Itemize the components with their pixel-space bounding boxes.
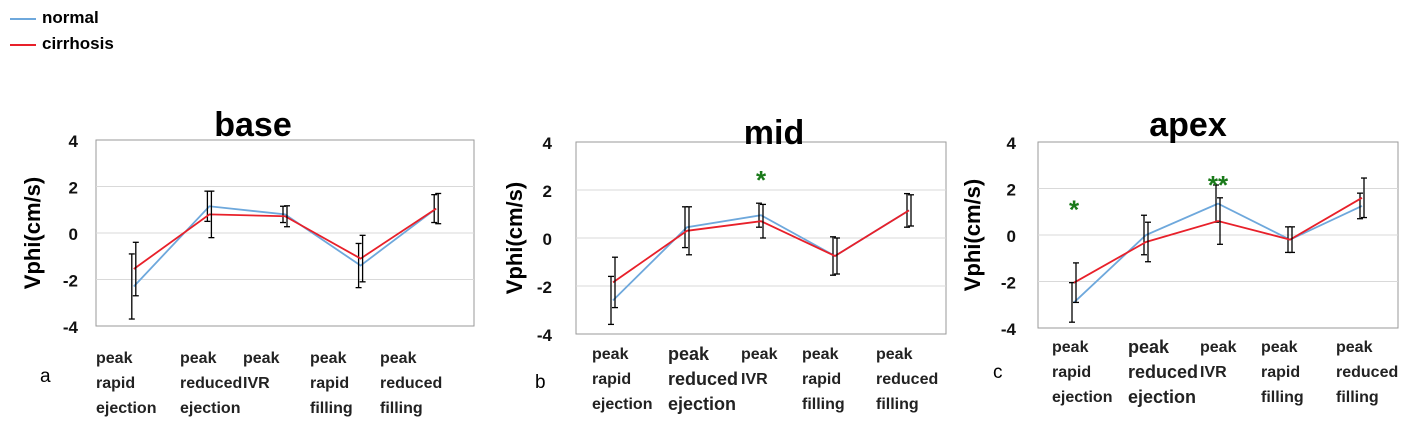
x-category-label-b-2: peak IVR (741, 342, 777, 392)
x-category-label-line: ejection (96, 400, 157, 417)
y-tick-label-a-2: 0 (69, 225, 78, 244)
series-line-cirrhosis-c (1073, 197, 1363, 284)
x-category-label-a-0: peak rapid ejection (96, 346, 156, 421)
x-category-label-line: filling (1336, 389, 1379, 406)
x-category-label-line: peak (1128, 337, 1170, 357)
x-category-label-c-2: peak IVR (1200, 335, 1236, 385)
x-category-label-b-0: peak rapid ejection (592, 342, 652, 417)
x-category-label-b-1: peak reduced ejection (668, 342, 738, 417)
series-line-cirrhosis-b (612, 209, 910, 284)
x-category-label-line: rapid (1261, 364, 1301, 381)
x-category-label-line: ejection (592, 396, 653, 413)
x-category-label-line: reduced (876, 371, 939, 388)
x-category-label-a-4: peak reduced filling (380, 346, 442, 421)
y-tick-label-a-3: -2 (63, 272, 78, 291)
x-category-label-line: filling (876, 396, 919, 413)
significance-marker-b-0: * (756, 165, 767, 195)
y-tick-label-c-2: 0 (1007, 227, 1016, 246)
y-tick-label-c-0: 4 (1007, 134, 1017, 153)
x-category-label-line: IVR (741, 371, 768, 388)
x-category-label-line: ejection (1128, 387, 1197, 407)
x-category-label-line: peak (592, 346, 629, 363)
panel-letter-c: c (993, 362, 1003, 383)
series-line-cirrhosis-a (133, 207, 437, 270)
legend-swatch-cirrhosis (10, 44, 36, 46)
chart-title-a: base (214, 106, 292, 144)
x-category-label-c-0: peak rapid ejection (1052, 335, 1112, 410)
x-category-label-line: rapid (96, 375, 136, 392)
x-category-label-a-1: peak reduced ejection (180, 346, 242, 421)
x-category-label-line: rapid (592, 371, 632, 388)
x-category-label-line: reduced (1128, 362, 1199, 382)
x-category-label-line: filling (1261, 389, 1304, 406)
x-category-label-line: peak (1336, 339, 1373, 356)
y-tick-label-b-4: -4 (537, 326, 553, 345)
y-tick-label-c-1: 2 (1007, 181, 1016, 200)
legend-label-normal: normal (42, 8, 99, 27)
x-category-label-line: peak (668, 344, 710, 364)
legend-swatch-normal (10, 18, 36, 20)
y-axis-label-a: Vphi(cm/s) (20, 177, 45, 289)
x-category-label-line: peak (741, 346, 778, 363)
x-category-label-line: peak (1052, 339, 1089, 356)
significance-marker-c-0: * (1069, 194, 1080, 224)
x-category-label-c-4: peak reduced filling (1336, 335, 1398, 410)
x-category-label-line: rapid (802, 371, 842, 388)
x-category-label-line: ejection (180, 400, 241, 417)
x-category-label-line: peak (96, 350, 133, 367)
x-category-label-line: IVR (1200, 364, 1227, 381)
x-category-label-a-2: peak IVR (243, 346, 279, 396)
panel-letter-b: b (535, 372, 546, 393)
x-category-label-line: peak (1261, 339, 1298, 356)
x-category-label-line: peak (380, 350, 417, 367)
y-tick-label-b-2: 0 (543, 230, 552, 249)
y-tick-label-a-1: 2 (69, 179, 78, 198)
x-category-label-line: peak (876, 346, 913, 363)
x-category-label-line: peak (180, 350, 217, 367)
x-category-label-b-4: peak reduced filling (876, 342, 938, 417)
y-tick-label-a-0: 4 (69, 132, 79, 151)
y-tick-label-a-4: -4 (63, 318, 79, 337)
y-axis-label-b: Vphi(cm/s) (502, 182, 527, 294)
x-category-label-line: peak (1200, 339, 1237, 356)
x-category-label-line: reduced (668, 369, 739, 389)
significance-marker-c-1: ** (1208, 170, 1229, 200)
y-tick-label-b-0: 4 (543, 134, 553, 153)
x-category-label-line: filling (310, 400, 353, 417)
x-category-label-c-1: peak reduced ejection (1128, 335, 1198, 410)
x-category-label-line: rapid (1052, 364, 1092, 381)
x-category-label-line: reduced (380, 375, 443, 392)
x-category-label-line: peak (243, 350, 280, 367)
y-tick-label-c-4: -4 (1001, 320, 1017, 339)
panel-letter-a: a (40, 366, 51, 387)
series-line-normal-c (1073, 202, 1363, 304)
x-category-label-line: filling (380, 400, 423, 417)
x-category-label-a-3: peak rapid filling (310, 346, 353, 421)
x-category-label-line: filling (802, 396, 845, 413)
x-category-label-line: ejection (668, 394, 737, 414)
x-category-label-line: rapid (310, 375, 350, 392)
x-category-label-line: reduced (180, 375, 243, 392)
x-category-label-line: peak (310, 350, 347, 367)
chart-title-c: apex (1149, 106, 1227, 144)
y-tick-label-c-3: -2 (1001, 274, 1016, 293)
x-category-label-line: reduced (1336, 364, 1399, 381)
y-tick-label-b-1: 2 (543, 182, 552, 201)
x-category-label-line: IVR (243, 375, 270, 392)
legend-label-cirrhosis: cirrhosis (42, 34, 114, 53)
y-tick-label-b-3: -2 (537, 278, 552, 297)
x-category-label-b-3: peak rapid filling (802, 342, 845, 417)
y-axis-label-c: Vphi(cm/s) (960, 179, 985, 291)
x-category-label-c-3: peak rapid filling (1261, 335, 1304, 410)
x-category-label-line: peak (802, 346, 839, 363)
chart-title-b: mid (744, 114, 804, 152)
x-category-label-line: ejection (1052, 389, 1113, 406)
